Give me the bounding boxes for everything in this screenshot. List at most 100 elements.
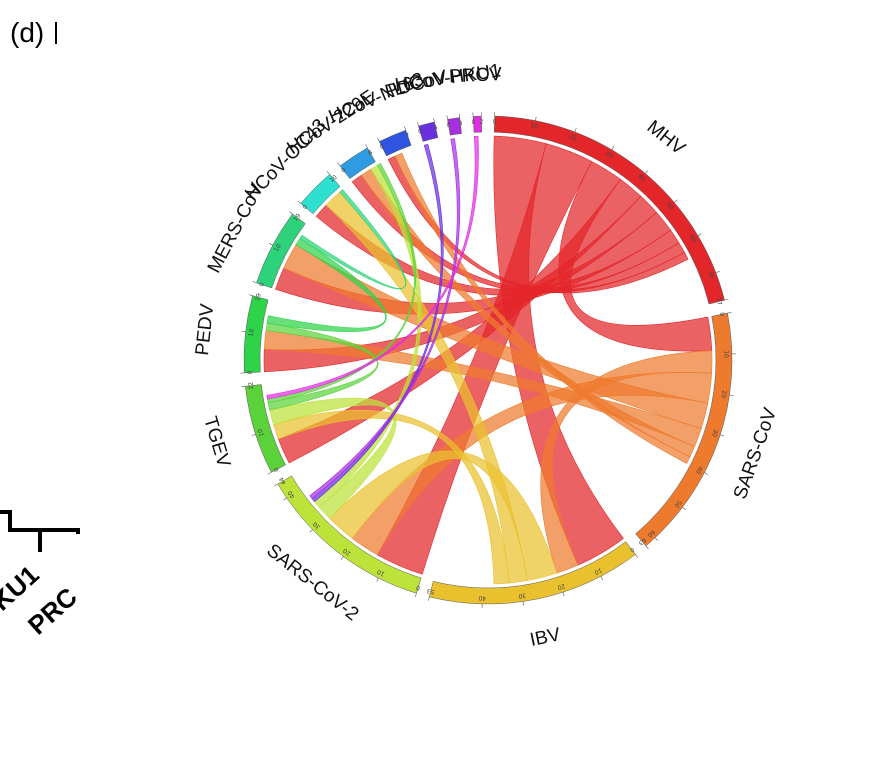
- tick-mark-tgev-10: [251, 434, 256, 436]
- tick-label-mhv-30: 30: [604, 150, 614, 160]
- chord-link-prcv-to-tgev: [266, 135, 479, 400]
- tick-label-sars-cov-2-10: 10: [376, 568, 386, 578]
- chord-links: [263, 135, 713, 585]
- tick-label-pedv-19: 19: [254, 292, 263, 301]
- chord-link-mers-cov-to-hcov-oc43: [299, 189, 407, 290]
- chord-ticks: 0102030405060707701020304050606301020304…: [240, 112, 736, 608]
- segment-label-prcv: PRCV: [449, 64, 503, 87]
- segment-arc-tgev: [245, 384, 286, 473]
- tick-mark-sars-cov-2-30: [309, 529, 313, 533]
- tick-label-ibv-10: 10: [593, 566, 603, 576]
- tick-mark-mhv-10: [535, 116, 537, 121]
- tick-label-prcv-2: 2: [479, 119, 483, 126]
- tick-mark-hcov-229e-8: [365, 144, 368, 148]
- segment-arc-pedv: [243, 295, 269, 374]
- tick-mark-mers-cov-19: [289, 211, 293, 215]
- chord-link-pedv-to-mers-cov: [266, 237, 387, 332]
- tick-label-sars-cov-50: 50: [673, 499, 683, 509]
- tick-label-ibv-40: 40: [478, 594, 486, 601]
- tick-mark-mers-cov-0: [252, 281, 257, 284]
- tick-mark-hcov-oc43-10: [326, 171, 330, 175]
- tick-label-prcv-0: 0: [471, 119, 475, 126]
- tick-label-mers-cov-0: 0: [258, 282, 266, 288]
- tick-label-mhv-40: 40: [636, 173, 646, 183]
- tick-mark-sars-cov-20: [729, 394, 734, 396]
- tick-label-hcov-229e-8: 8: [367, 149, 374, 157]
- tick-label-tgev-10: 10: [257, 428, 266, 438]
- segment-arc-hcov-229e: [339, 147, 376, 180]
- tick-mark-ibv-10: [600, 576, 603, 581]
- tick-label-pedv-10: 10: [248, 328, 256, 337]
- tick-mark-sars-cov-30: [720, 434, 725, 437]
- tick-mark-sars-cov-63: [645, 545, 649, 550]
- tick-mark-mhv-20: [574, 128, 577, 133]
- tick-mark-hcov-oc43-0: [297, 200, 301, 204]
- segment-arc-hcov-hku1: [447, 117, 462, 136]
- tick-mark-mhv-50: [674, 199, 678, 203]
- tick-label-mers-cov-19: 19: [292, 212, 302, 222]
- tick-label-sars-cov-2-40: 40: [286, 489, 296, 499]
- tick-label-sars-cov-63: 63: [637, 536, 647, 546]
- tick-label-mhv-60: 60: [688, 234, 698, 244]
- segment-label-mhv: MHV: [643, 117, 689, 160]
- tick-label-hcov-nl63-0: 0: [379, 143, 386, 151]
- tick-mark-hcov-229e-0: [337, 162, 341, 167]
- chord-link-tgev-to-pedv: [265, 322, 379, 411]
- segment-arc-mhv: [494, 115, 725, 305]
- segment-arc-hcov-oc43: [300, 174, 341, 215]
- tick-mark-ibv-0: [635, 554, 639, 558]
- tree-branch: [0, 510, 80, 552]
- tick-label-ibv-20: 20: [556, 582, 566, 591]
- chord-link-hcov-hku1-to-sars-cov-2: [309, 138, 461, 500]
- tick-label-mhv-77: 77: [714, 297, 723, 306]
- tick-label-hcov-nl63-7: 7: [405, 132, 411, 140]
- tick-label-ibv-53: 53: [426, 587, 435, 596]
- tick-label-sars-cov-20: 20: [720, 390, 728, 399]
- chord-segments: [243, 115, 733, 605]
- segment-arc-ibv: [429, 541, 636, 605]
- segment-label-tgev: TGEV: [199, 414, 234, 470]
- chord-link-sars-cov-to-hcov-nl63: [394, 152, 691, 464]
- tick-mark-hcov-hku1-0: [446, 115, 448, 120]
- tick-label-sars-cov-60: 60: [646, 528, 656, 538]
- tick-label-sars-cov-2-44: 44: [278, 476, 288, 486]
- tick-label-hcov-hku1-0: 0: [446, 121, 451, 129]
- segment-arc-prcv: [472, 115, 482, 133]
- tick-label-hcov-oc43-0: 0: [301, 203, 309, 211]
- tick-mark-sars-cov-0: [727, 312, 732, 314]
- segment-arc-hcov-nl63: [378, 129, 412, 157]
- cropped-tree-fragment: KU1 PRC: [0, 510, 83, 640]
- segment-label-pedv: PEDV: [192, 302, 218, 356]
- tick-label-hcov-hku1-3: 3: [458, 120, 463, 127]
- tick-mark-ibv-30: [522, 601, 524, 606]
- tick-label-mers-cov-10: 10: [273, 243, 283, 253]
- segment-arc-mers-cov: [256, 213, 306, 289]
- tick-mark-mhv-70: [715, 271, 720, 274]
- panel-label: (d): [10, 17, 44, 48]
- chord-link-ibv-to-tgev: [273, 410, 510, 585]
- tick-mark-ibv-53: [428, 596, 430, 601]
- tick-mark-sars-cov-40: [704, 472, 709, 475]
- tick-mark-sars-cov-2-44: [274, 483, 278, 487]
- tick-label-tgev-0: 0: [273, 466, 281, 473]
- tick-label-pdcov-4: 4: [433, 124, 438, 132]
- tick-label-hcov-229e-0: 0: [340, 167, 347, 175]
- tick-mark-hcov-nl63-0: [377, 137, 380, 142]
- tick-label-sars-cov-2-0: 0: [415, 584, 421, 592]
- tick-mark-hcov-nl63-7: [404, 126, 407, 131]
- tick-label-pdcov-0: 0: [417, 128, 423, 136]
- tick-mark-sars-cov-2-10: [376, 577, 379, 582]
- tick-label-mhv-20: 20: [568, 133, 578, 142]
- tick-label-mhv-50: 50: [665, 201, 675, 211]
- chord-link-ibv-to-hcov-oc43: [325, 191, 528, 584]
- tick-label-ibv-0: 0: [628, 546, 635, 554]
- segment-arc-sars-cov-2: [277, 475, 422, 594]
- tick-mark-ibv-20: [562, 592, 565, 597]
- segment-label-ibv: IBV: [528, 624, 563, 651]
- segment-arc-pdcov: [418, 121, 439, 142]
- tick-mark-mhv-30: [611, 146, 615, 150]
- tick-label-mhv-10: 10: [530, 122, 539, 130]
- tick-label-mhv-70: 70: [706, 270, 715, 280]
- tick-mark-mhv-60: [697, 233, 702, 237]
